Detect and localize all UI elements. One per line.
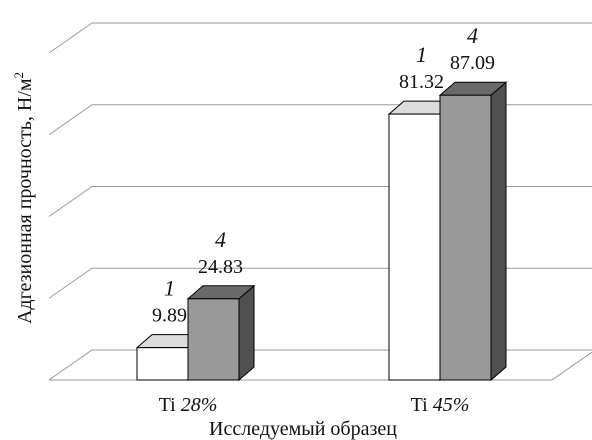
bar-front — [187, 298, 240, 381]
gridlines — [48, 22, 592, 381]
x-axis-title: Исследуемый образец — [209, 418, 397, 440]
value-label: 24.83 — [198, 256, 243, 278]
gridline — [48, 349, 592, 381]
gridline — [48, 267, 592, 299]
bar-side — [238, 284, 255, 382]
y-axis-title-superscript: 2 — [11, 72, 26, 79]
x-tick-label-percent: 45% — [433, 394, 470, 416]
bar-front — [388, 113, 441, 381]
x-tick-label-percent: 28% — [181, 394, 218, 416]
x-tick-labels: Ti 28% Ti 45% — [159, 394, 470, 416]
gridline — [48, 22, 592, 54]
y-axis-title: Адгезионная прочность, Н/м2 — [11, 72, 36, 324]
series-tag-label: 1 — [416, 42, 427, 67]
bars — [135, 81, 508, 382]
x-tick-label-prefix: Ti — [159, 394, 181, 416]
x-tick-label: Ti 28% — [159, 394, 218, 416]
bar-front — [439, 94, 492, 381]
bar-front — [136, 347, 189, 381]
gridline — [48, 186, 592, 217]
value-label: 81.32 — [399, 71, 444, 93]
series-tag-label: 4 — [467, 23, 478, 48]
x-tick-label: Ti 45% — [411, 394, 470, 416]
series-tag-label: 1 — [164, 276, 175, 301]
floor-edge — [49, 351, 592, 381]
bar-side — [490, 81, 507, 382]
gridline — [48, 104, 592, 136]
value-label: 87.09 — [450, 52, 495, 74]
series-tag-label: 4 — [215, 227, 226, 252]
value-label: 9.89 — [152, 305, 187, 327]
y-axis-title-text: Адгезионная прочность, Н/м — [14, 78, 36, 324]
data-labels: 1 9.89 4 24.83 1 81.32 4 87.09 — [152, 23, 495, 326]
x-tick-label-prefix: Ti — [411, 394, 433, 416]
